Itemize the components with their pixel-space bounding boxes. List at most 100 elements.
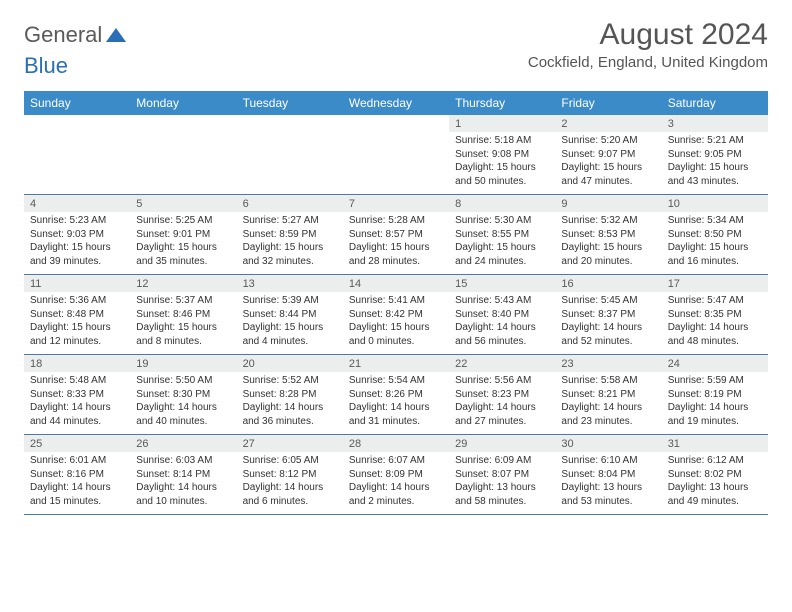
day-detail-row: Sunrise: 5:36 AMSunset: 8:48 PMDaylight:… — [24, 292, 768, 355]
sunrise-line: Sunrise: 5:18 AM — [455, 134, 549, 148]
weekday-header: Monday — [130, 91, 236, 115]
day-detail-cell: Sunrise: 5:37 AMSunset: 8:46 PMDaylight:… — [130, 292, 236, 355]
sunset-line: Sunset: 8:16 PM — [30, 468, 124, 482]
sunrise-line: Sunrise: 5:27 AM — [243, 214, 337, 228]
daylight-line: Daylight: 14 hours and 56 minutes. — [455, 321, 549, 348]
sunrise-line: Sunrise: 5:32 AM — [561, 214, 655, 228]
sunrise-line: Sunrise: 6:09 AM — [455, 454, 549, 468]
logo: General — [24, 18, 128, 48]
daylight-line: Daylight: 15 hours and 47 minutes. — [561, 161, 655, 188]
sunset-line: Sunset: 8:50 PM — [668, 228, 762, 242]
daylight-line: Daylight: 15 hours and 35 minutes. — [136, 241, 230, 268]
sunrise-line: Sunrise: 5:34 AM — [668, 214, 762, 228]
day-number-cell: 5 — [130, 195, 236, 213]
sunrise-line: Sunrise: 5:56 AM — [455, 374, 549, 388]
daylight-line: Daylight: 14 hours and 36 minutes. — [243, 401, 337, 428]
day-number-cell: 1 — [449, 115, 555, 132]
day-number-cell: 23 — [555, 355, 661, 373]
sunrise-line: Sunrise: 5:28 AM — [349, 214, 443, 228]
day-detail-cell: Sunrise: 5:20 AMSunset: 9:07 PMDaylight:… — [555, 132, 661, 195]
sunrise-line: Sunrise: 6:12 AM — [668, 454, 762, 468]
sunrise-line: Sunrise: 5:47 AM — [668, 294, 762, 308]
day-detail-cell: Sunrise: 5:43 AMSunset: 8:40 PMDaylight:… — [449, 292, 555, 355]
day-number-cell: 17 — [662, 275, 768, 293]
sunset-line: Sunset: 8:55 PM — [455, 228, 549, 242]
weekday-header: Sunday — [24, 91, 130, 115]
sunrise-line: Sunrise: 5:43 AM — [455, 294, 549, 308]
sunset-line: Sunset: 8:57 PM — [349, 228, 443, 242]
day-detail-cell: Sunrise: 5:25 AMSunset: 9:01 PMDaylight:… — [130, 212, 236, 275]
day-detail-cell: Sunrise: 5:32 AMSunset: 8:53 PMDaylight:… — [555, 212, 661, 275]
weekday-header: Saturday — [662, 91, 768, 115]
day-detail-cell: Sunrise: 6:09 AMSunset: 8:07 PMDaylight:… — [449, 452, 555, 515]
sunset-line: Sunset: 8:42 PM — [349, 308, 443, 322]
daylight-line: Daylight: 15 hours and 20 minutes. — [561, 241, 655, 268]
sunset-line: Sunset: 8:44 PM — [243, 308, 337, 322]
sunset-line: Sunset: 9:05 PM — [668, 148, 762, 162]
day-number-cell: 8 — [449, 195, 555, 213]
sunset-line: Sunset: 8:26 PM — [349, 388, 443, 402]
sunrise-line: Sunrise: 5:23 AM — [30, 214, 124, 228]
daylight-line: Daylight: 14 hours and 27 minutes. — [455, 401, 549, 428]
sunset-line: Sunset: 8:12 PM — [243, 468, 337, 482]
daylight-line: Daylight: 13 hours and 49 minutes. — [668, 481, 762, 508]
daylight-line: Daylight: 14 hours and 52 minutes. — [561, 321, 655, 348]
day-number-cell: 26 — [130, 435, 236, 453]
daylight-line: Daylight: 14 hours and 44 minutes. — [30, 401, 124, 428]
daylight-line: Daylight: 15 hours and 0 minutes. — [349, 321, 443, 348]
weekday-header: Thursday — [449, 91, 555, 115]
day-detail-cell — [130, 132, 236, 195]
sunrise-line: Sunrise: 5:59 AM — [668, 374, 762, 388]
day-detail-row: Sunrise: 5:18 AMSunset: 9:08 PMDaylight:… — [24, 132, 768, 195]
month-title: August 2024 — [528, 18, 768, 52]
day-number-cell: 31 — [662, 435, 768, 453]
day-number-cell: 2 — [555, 115, 661, 132]
day-detail-cell — [24, 132, 130, 195]
sunset-line: Sunset: 8:21 PM — [561, 388, 655, 402]
sunrise-line: Sunrise: 5:39 AM — [243, 294, 337, 308]
day-detail-cell: Sunrise: 5:48 AMSunset: 8:33 PMDaylight:… — [24, 372, 130, 435]
sunset-line: Sunset: 8:14 PM — [136, 468, 230, 482]
logo-text-general: General — [24, 22, 102, 48]
day-detail-cell: Sunrise: 5:30 AMSunset: 8:55 PMDaylight:… — [449, 212, 555, 275]
day-number-cell: 28 — [343, 435, 449, 453]
sunset-line: Sunset: 8:02 PM — [668, 468, 762, 482]
weekday-header: Friday — [555, 91, 661, 115]
daylight-line: Daylight: 14 hours and 2 minutes. — [349, 481, 443, 508]
day-number-cell: 10 — [662, 195, 768, 213]
day-detail-row: Sunrise: 6:01 AMSunset: 8:16 PMDaylight:… — [24, 452, 768, 515]
sunrise-line: Sunrise: 6:10 AM — [561, 454, 655, 468]
day-detail-cell: Sunrise: 5:27 AMSunset: 8:59 PMDaylight:… — [237, 212, 343, 275]
day-number-row: 11121314151617 — [24, 275, 768, 293]
day-number-cell: 25 — [24, 435, 130, 453]
sunset-line: Sunset: 8:04 PM — [561, 468, 655, 482]
day-number-cell: 29 — [449, 435, 555, 453]
day-number-cell: 6 — [237, 195, 343, 213]
day-detail-cell: Sunrise: 5:34 AMSunset: 8:50 PMDaylight:… — [662, 212, 768, 275]
sunset-line: Sunset: 8:40 PM — [455, 308, 549, 322]
day-number-cell: 3 — [662, 115, 768, 132]
sunrise-line: Sunrise: 5:48 AM — [30, 374, 124, 388]
day-number-cell: 21 — [343, 355, 449, 373]
day-detail-cell: Sunrise: 5:21 AMSunset: 9:05 PMDaylight:… — [662, 132, 768, 195]
day-detail-cell: Sunrise: 6:07 AMSunset: 8:09 PMDaylight:… — [343, 452, 449, 515]
day-detail-cell: Sunrise: 5:59 AMSunset: 8:19 PMDaylight:… — [662, 372, 768, 435]
day-detail-cell: Sunrise: 5:45 AMSunset: 8:37 PMDaylight:… — [555, 292, 661, 355]
sunset-line: Sunset: 8:59 PM — [243, 228, 337, 242]
day-detail-cell: Sunrise: 5:58 AMSunset: 8:21 PMDaylight:… — [555, 372, 661, 435]
daylight-line: Daylight: 14 hours and 31 minutes. — [349, 401, 443, 428]
sunrise-line: Sunrise: 5:54 AM — [349, 374, 443, 388]
day-number-row: 18192021222324 — [24, 355, 768, 373]
day-number-cell: 11 — [24, 275, 130, 293]
day-number-cell: 12 — [130, 275, 236, 293]
daylight-line: Daylight: 14 hours and 6 minutes. — [243, 481, 337, 508]
day-number-cell: 9 — [555, 195, 661, 213]
daylight-line: Daylight: 15 hours and 24 minutes. — [455, 241, 549, 268]
day-detail-cell: Sunrise: 6:03 AMSunset: 8:14 PMDaylight:… — [130, 452, 236, 515]
day-detail-cell: Sunrise: 5:50 AMSunset: 8:30 PMDaylight:… — [130, 372, 236, 435]
daylight-line: Daylight: 13 hours and 58 minutes. — [455, 481, 549, 508]
day-number-cell: 15 — [449, 275, 555, 293]
sunset-line: Sunset: 8:09 PM — [349, 468, 443, 482]
daylight-line: Daylight: 13 hours and 53 minutes. — [561, 481, 655, 508]
daylight-line: Daylight: 14 hours and 40 minutes. — [136, 401, 230, 428]
